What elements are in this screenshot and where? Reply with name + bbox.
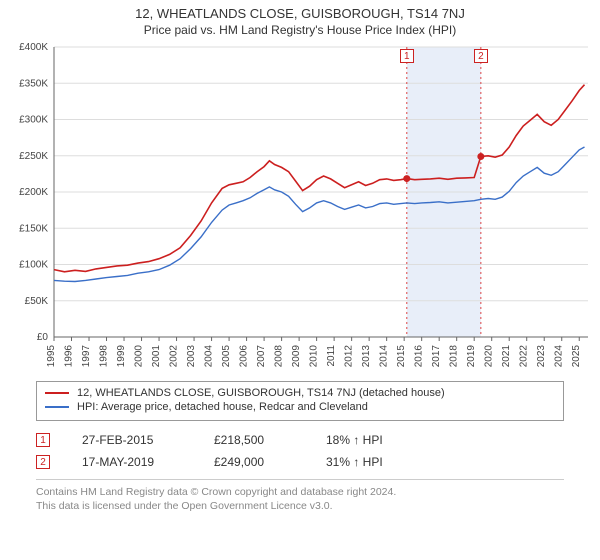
marker-date-1: 27-FEB-2015 bbox=[82, 433, 182, 447]
marker-badge-2: 2 bbox=[36, 455, 50, 469]
svg-text:2001: 2001 bbox=[151, 345, 162, 368]
svg-text:2019: 2019 bbox=[466, 345, 477, 368]
svg-text:2006: 2006 bbox=[239, 345, 250, 368]
svg-text:1998: 1998 bbox=[99, 345, 110, 368]
svg-text:1995: 1995 bbox=[46, 345, 57, 368]
svg-text:£300K: £300K bbox=[19, 115, 48, 126]
marker-date-2: 17-MAY-2019 bbox=[82, 455, 182, 469]
marker-price-1: £218,500 bbox=[214, 433, 294, 447]
svg-text:2003: 2003 bbox=[186, 345, 197, 368]
svg-text:2013: 2013 bbox=[361, 345, 372, 368]
marker-delta-2: 31% ↑ HPI bbox=[326, 455, 426, 469]
attribution-line-1: Contains HM Land Registry data © Crown c… bbox=[36, 486, 564, 500]
title-line-1: 12, WHEATLANDS CLOSE, GUISBOROUGH, TS14 … bbox=[0, 6, 600, 21]
svg-text:2018: 2018 bbox=[449, 345, 460, 368]
svg-text:£0: £0 bbox=[37, 332, 49, 343]
legend-label-price: 12, WHEATLANDS CLOSE, GUISBOROUGH, TS14 … bbox=[77, 387, 445, 399]
price-chart-svg: £0 £50K £100K £150K £200K £250K £300K £350K £400… bbox=[0, 37, 600, 377]
svg-text:2010: 2010 bbox=[309, 345, 320, 368]
svg-text:2020: 2020 bbox=[484, 345, 495, 368]
marker-table: 1 27-FEB-2015 £218,500 18% ↑ HPI 2 17-MA… bbox=[36, 429, 564, 473]
svg-text:£150K: £150K bbox=[19, 223, 48, 234]
svg-text:2025: 2025 bbox=[571, 345, 582, 368]
svg-text:2002: 2002 bbox=[169, 345, 180, 368]
svg-text:2022: 2022 bbox=[519, 345, 530, 368]
svg-text:2011: 2011 bbox=[326, 345, 337, 367]
attribution: Contains HM Land Registry data © Crown c… bbox=[36, 486, 564, 513]
svg-text:2017: 2017 bbox=[431, 345, 442, 368]
chart-marker-badge-2: 2 bbox=[474, 49, 488, 63]
chart-title-block: 12, WHEATLANDS CLOSE, GUISBOROUGH, TS14 … bbox=[0, 0, 600, 37]
svg-text:1999: 1999 bbox=[116, 345, 127, 368]
svg-text:2004: 2004 bbox=[204, 345, 215, 368]
svg-text:1996: 1996 bbox=[64, 345, 75, 368]
svg-text:2024: 2024 bbox=[554, 345, 565, 368]
svg-text:£50K: £50K bbox=[25, 296, 49, 307]
legend: 12, WHEATLANDS CLOSE, GUISBOROUGH, TS14 … bbox=[36, 381, 564, 421]
marker-badge-1: 1 bbox=[36, 433, 50, 447]
svg-text:2005: 2005 bbox=[221, 345, 232, 368]
svg-text:2007: 2007 bbox=[256, 345, 267, 368]
attribution-line-2: This data is licensed under the Open Gov… bbox=[36, 500, 564, 514]
svg-text:2000: 2000 bbox=[134, 345, 145, 368]
svg-text:2014: 2014 bbox=[379, 345, 390, 368]
svg-text:2021: 2021 bbox=[501, 345, 512, 368]
legend-swatch-hpi bbox=[45, 406, 69, 408]
marker-delta-1: 18% ↑ HPI bbox=[326, 433, 426, 447]
svg-text:2008: 2008 bbox=[274, 345, 285, 368]
svg-text:2016: 2016 bbox=[414, 345, 425, 368]
svg-text:£250K: £250K bbox=[19, 151, 48, 162]
svg-text:2023: 2023 bbox=[536, 345, 547, 368]
chart-area: £0 £50K £100K £150K £200K £250K £300K £350K £400… bbox=[0, 37, 600, 377]
marker-row-2: 2 17-MAY-2019 £249,000 31% ↑ HPI bbox=[36, 451, 564, 473]
legend-row-hpi: HPI: Average price, detached house, Redc… bbox=[45, 400, 555, 414]
legend-label-hpi: HPI: Average price, detached house, Redc… bbox=[77, 401, 368, 413]
chart-marker-badge-1: 1 bbox=[400, 49, 414, 63]
svg-text:2009: 2009 bbox=[291, 345, 302, 368]
svg-text:£350K: £350K bbox=[19, 78, 48, 89]
svg-text:£200K: £200K bbox=[19, 187, 48, 198]
marker-price-2: £249,000 bbox=[214, 455, 294, 469]
svg-text:£100K: £100K bbox=[19, 260, 48, 271]
legend-row-price: 12, WHEATLANDS CLOSE, GUISBOROUGH, TS14 … bbox=[45, 386, 555, 400]
svg-text:1997: 1997 bbox=[81, 345, 92, 368]
divider bbox=[36, 479, 564, 480]
svg-text:2012: 2012 bbox=[344, 345, 355, 368]
svg-text:2015: 2015 bbox=[396, 345, 407, 368]
legend-swatch-price bbox=[45, 392, 69, 394]
svg-text:£400K: £400K bbox=[19, 42, 48, 53]
marker-row-1: 1 27-FEB-2015 £218,500 18% ↑ HPI bbox=[36, 429, 564, 451]
title-line-2: Price paid vs. HM Land Registry's House … bbox=[0, 23, 600, 37]
